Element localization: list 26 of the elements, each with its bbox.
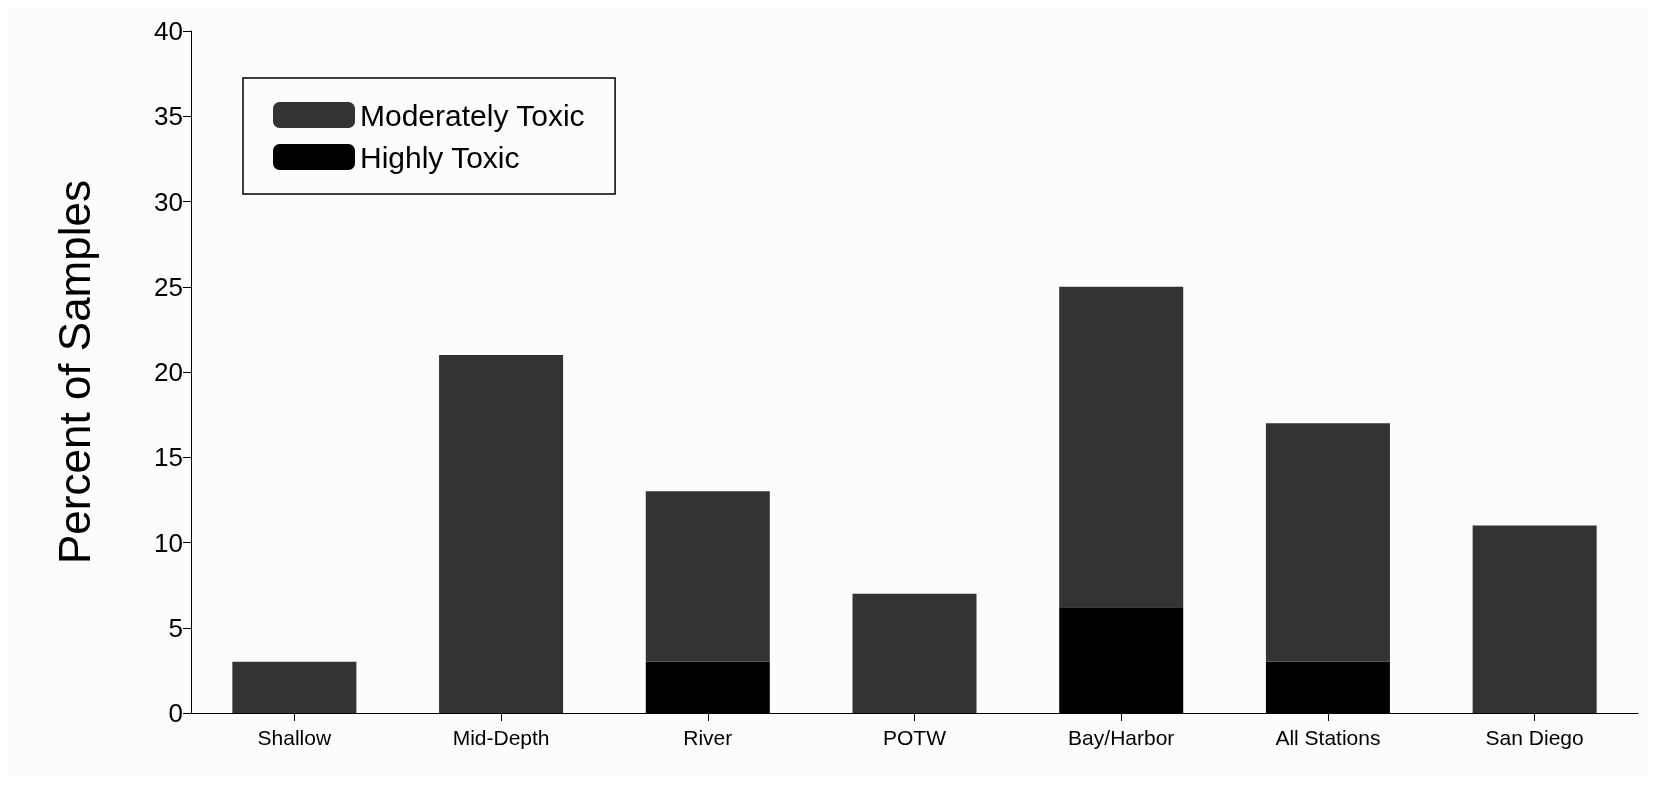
bar <box>852 593 977 713</box>
x-tick-label: River <box>683 726 733 749</box>
legend-label: Highly Toxic <box>360 140 520 174</box>
y-tick-label: 25 <box>154 271 183 302</box>
bar <box>645 491 770 662</box>
y-tick-label: 0 <box>168 698 183 728</box>
bar <box>232 661 357 713</box>
y-tick-label: 30 <box>154 186 183 217</box>
y-tick-label: 20 <box>154 357 183 387</box>
x-tick-label: Bay/Harbor <box>1068 726 1175 749</box>
legend-label: Moderately Toxic <box>360 98 585 132</box>
x-tick-label: All Stations <box>1275 726 1381 749</box>
x-tick-label: San Diego <box>1485 726 1584 749</box>
bar <box>1472 525 1597 713</box>
y-tick-label: 35 <box>154 101 183 132</box>
y-tick-label: 5 <box>168 612 183 643</box>
y-tick-label: 40 <box>154 16 183 46</box>
x-tick-label: Mid-Depth <box>452 726 550 749</box>
bar <box>439 354 564 713</box>
y-axis-title: Percent of Samples <box>49 180 99 564</box>
y-tick-label: 15 <box>154 442 183 473</box>
x-tick-label: POTW <box>883 726 947 749</box>
x-tick-label: Shallow <box>257 726 332 749</box>
y-tick-label: 10 <box>154 527 183 558</box>
bar <box>1059 286 1184 608</box>
bar <box>1265 423 1390 662</box>
